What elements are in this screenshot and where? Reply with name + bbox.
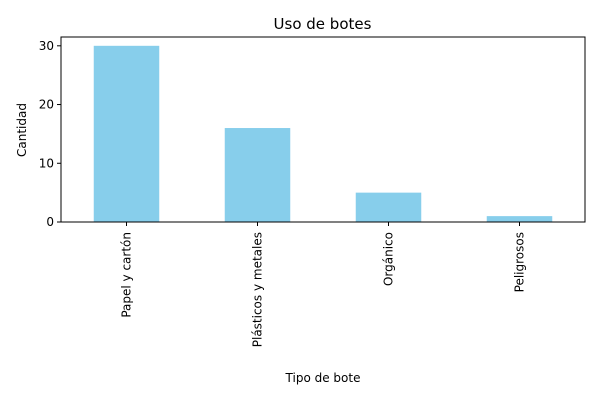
y-tick-label: 20 <box>39 98 54 112</box>
x-tick-label: Orgánico <box>382 232 396 286</box>
y-ticks-group: 0 10 20 30 <box>39 39 61 229</box>
x-tick-label: Plásticos y metales <box>251 232 265 347</box>
x-tick-label: Papel y cartón <box>120 232 134 318</box>
bar <box>224 128 291 222</box>
y-axis-label: Cantidad <box>15 103 29 157</box>
x-axis-label: Tipo de bote <box>285 371 361 385</box>
bar <box>355 192 422 222</box>
bar <box>93 45 160 222</box>
bars-group <box>93 45 553 222</box>
bar <box>486 216 553 222</box>
chart-title: Uso de botes <box>274 15 372 33</box>
y-tick-label: 30 <box>39 39 54 53</box>
plot-frame <box>60 36 586 223</box>
y-tick-label: 10 <box>39 156 54 170</box>
x-tick-label: Peligrosos <box>513 232 527 292</box>
x-ticks-group: Papel y cartón Plásticos y metales Orgánic… <box>120 222 527 347</box>
y-tick-label: 0 <box>46 215 54 229</box>
